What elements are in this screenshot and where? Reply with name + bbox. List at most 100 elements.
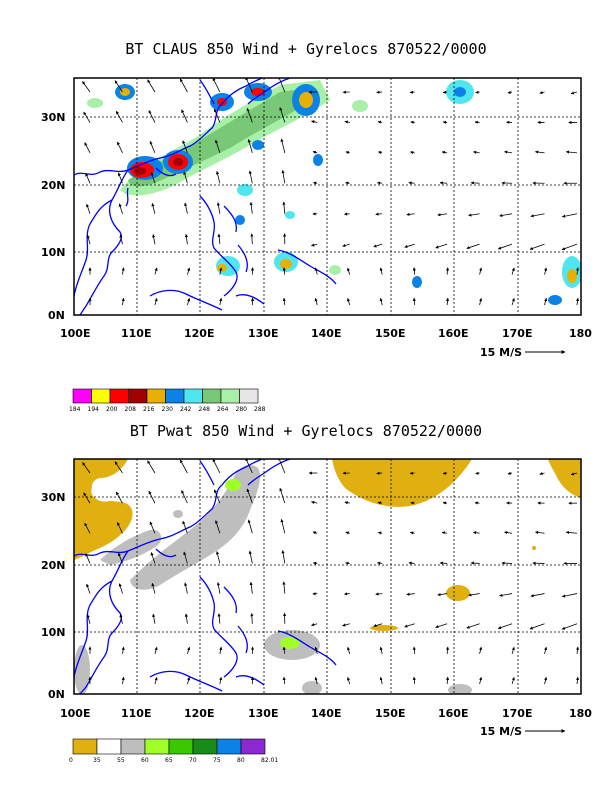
wind-vector bbox=[216, 582, 221, 594]
panel1-colorbar-swatch bbox=[165, 388, 185, 404]
panel1-map: 30N 20N 10N 0N 100E 110E 120E 130E 140E … bbox=[41, 77, 592, 413]
wind-vector bbox=[217, 233, 221, 245]
cloud-cell-25 bbox=[313, 154, 323, 166]
wind-vector bbox=[346, 298, 351, 306]
wind-vector bbox=[118, 203, 123, 214]
wind-vector bbox=[379, 297, 383, 306]
wind-vector bbox=[219, 676, 223, 685]
cloud-cell-24 bbox=[252, 140, 264, 150]
wind-vector bbox=[412, 297, 416, 306]
wind-vector bbox=[479, 646, 483, 654]
wind-vector bbox=[312, 531, 318, 535]
wind-vector bbox=[250, 613, 254, 624]
panel1-lon-180: 180 bbox=[569, 327, 592, 340]
wind-vector bbox=[445, 646, 450, 654]
wind-vector bbox=[346, 646, 351, 654]
wind-vector bbox=[479, 297, 483, 306]
wind-vector bbox=[466, 623, 480, 629]
wind-vector bbox=[439, 181, 448, 185]
panel2-reference-vector-label: 15 M/S bbox=[480, 725, 522, 738]
cloud-cell-27 bbox=[412, 276, 422, 288]
panel1-lat-0n: 0N bbox=[48, 309, 65, 322]
wind-vector bbox=[249, 581, 253, 594]
wind-vector bbox=[379, 646, 383, 654]
panel2-colorbar-swatch bbox=[240, 738, 266, 755]
pwat-low-spot-3 bbox=[532, 546, 536, 550]
wind-vector bbox=[147, 79, 156, 93]
cloud-cell-26 bbox=[329, 265, 341, 275]
wind-vector bbox=[312, 181, 318, 185]
wind-vector bbox=[312, 561, 318, 565]
wind-vector bbox=[342, 243, 350, 247]
panel1-lon-140e: 140E bbox=[311, 327, 341, 340]
wind-vector bbox=[314, 297, 318, 306]
wind-vector bbox=[499, 213, 513, 217]
panel2-lat-20n: 20N bbox=[41, 559, 66, 572]
cloud-cell-17 bbox=[237, 184, 253, 196]
panel1-colorbar-swatch bbox=[146, 388, 166, 404]
wind-vector bbox=[179, 78, 188, 93]
panel1-lon-120e: 120E bbox=[184, 327, 214, 340]
wind-vector bbox=[441, 150, 448, 154]
pwat-high-band-2 bbox=[100, 529, 162, 565]
wind-vector bbox=[468, 213, 480, 217]
wind-vector bbox=[535, 150, 545, 154]
panel2-lon-160e: 160E bbox=[438, 707, 468, 720]
wind-vector bbox=[530, 213, 545, 218]
wind-vector bbox=[404, 623, 415, 628]
wind-vector bbox=[83, 492, 91, 504]
panel2-colorbar-swatch bbox=[72, 738, 98, 755]
wind-vector bbox=[377, 531, 383, 535]
wind-vector bbox=[213, 108, 221, 123]
cloud-cell-32 bbox=[87, 98, 103, 108]
wind-vector bbox=[410, 531, 415, 535]
wind-vector bbox=[409, 90, 415, 94]
wind-vector bbox=[282, 646, 286, 654]
panel2-colorbar-label: 65 bbox=[165, 757, 173, 764]
panel1-lat-30n: 30N bbox=[41, 111, 66, 124]
wind-vector bbox=[412, 676, 416, 685]
wind-vector bbox=[278, 78, 286, 93]
wind-vector bbox=[182, 140, 188, 153]
wind-vector bbox=[412, 267, 416, 275]
cloud-cell-16 bbox=[454, 87, 466, 97]
panel1-colorbar-swatch bbox=[202, 388, 222, 404]
pwat-low-nw bbox=[74, 459, 133, 560]
wind-vector bbox=[219, 297, 223, 306]
panel1-lat-10n: 10N bbox=[41, 246, 66, 259]
wind-vector bbox=[215, 520, 221, 534]
wind-vector bbox=[435, 623, 448, 629]
wind-vector bbox=[82, 462, 91, 474]
wind-vector bbox=[475, 90, 480, 94]
wind-vector bbox=[570, 91, 578, 95]
wind-vector bbox=[245, 78, 253, 93]
wind-vector bbox=[121, 297, 125, 306]
panel2-lon-110e: 110E bbox=[121, 707, 151, 720]
wind-vector bbox=[475, 471, 480, 475]
wind-vector bbox=[117, 172, 123, 184]
wind-vector bbox=[575, 297, 580, 306]
panel1-colorbar-swatch bbox=[183, 388, 203, 404]
wind-vector bbox=[344, 592, 350, 596]
panel2-lon-100e: 100E bbox=[60, 707, 90, 720]
wind-vector bbox=[148, 110, 156, 123]
wind-vector bbox=[115, 110, 123, 123]
wind-vector bbox=[219, 267, 223, 275]
panel1-colorbar-label: 288 bbox=[254, 406, 266, 413]
panel1-gridlines bbox=[74, 78, 581, 315]
wind-vector bbox=[219, 646, 223, 654]
wind-vector bbox=[345, 181, 350, 185]
panel2-colorbar-label: 0 bbox=[69, 757, 73, 764]
wind-vector bbox=[149, 141, 156, 154]
wind-vector bbox=[530, 593, 545, 598]
cloud-cell-12 bbox=[251, 88, 265, 96]
panel2-lon-170e: 170E bbox=[502, 707, 532, 720]
wind-vector bbox=[86, 583, 91, 594]
panel1-lon-110e: 110E bbox=[121, 327, 151, 340]
wind-vector bbox=[148, 490, 156, 504]
wind-vector bbox=[373, 243, 383, 248]
panel1-colorbar-label: 264 bbox=[217, 406, 229, 413]
panel1-title: BT CLAUS 850 Wind + Gyrelocs 870522/0000 bbox=[125, 40, 487, 58]
wind-vector bbox=[154, 297, 158, 306]
wind-vector bbox=[149, 521, 156, 534]
